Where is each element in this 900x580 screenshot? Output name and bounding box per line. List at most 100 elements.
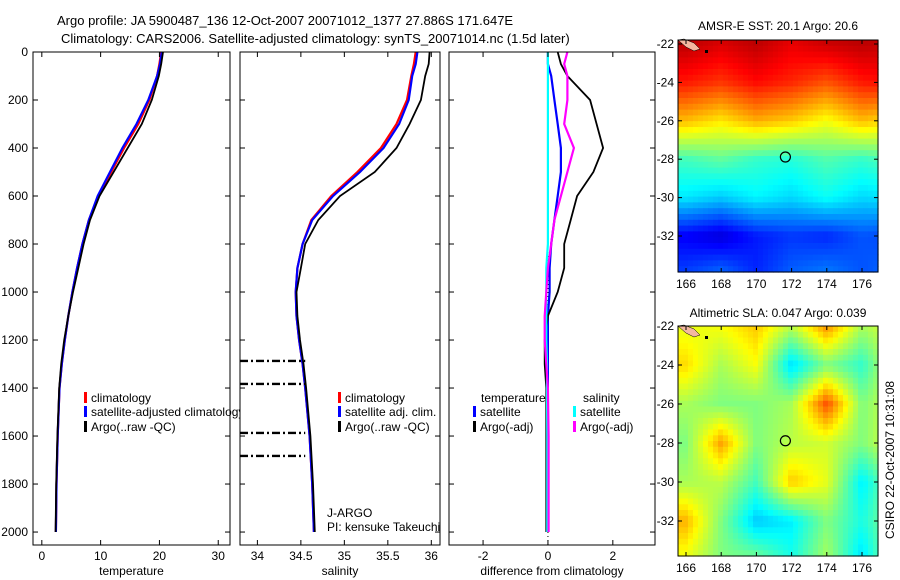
map-cell xyxy=(728,510,734,517)
map-cell xyxy=(758,515,764,523)
map-cell xyxy=(853,57,859,64)
map-cell xyxy=(683,464,689,471)
map-cell xyxy=(743,469,749,477)
map-cell xyxy=(768,521,774,528)
map-cell xyxy=(868,544,874,551)
map-cell xyxy=(703,337,709,344)
map-cell xyxy=(858,435,864,442)
map-cell xyxy=(848,395,854,402)
map-cell xyxy=(693,492,699,500)
map-cell xyxy=(828,515,834,523)
map-cell xyxy=(683,74,689,82)
map-cell xyxy=(818,366,824,373)
map-cell xyxy=(733,372,739,379)
map-cell xyxy=(828,331,834,339)
map-cell xyxy=(873,69,879,76)
map-cell xyxy=(863,458,869,465)
map-cell xyxy=(728,326,734,333)
map-cell xyxy=(738,161,744,169)
map-cell xyxy=(863,167,869,174)
map-cell xyxy=(708,504,714,511)
map-cell xyxy=(773,92,779,99)
map-cell xyxy=(723,406,729,413)
map-cell xyxy=(838,406,844,413)
map-cell xyxy=(853,366,859,373)
map-cell xyxy=(858,521,864,528)
map-cell xyxy=(828,45,834,53)
map-cell xyxy=(723,533,729,540)
map-cell xyxy=(873,349,879,356)
map-cell xyxy=(748,69,754,76)
map-cell xyxy=(863,196,869,203)
map-cell xyxy=(873,115,879,122)
map-cell xyxy=(773,40,779,47)
map-cell xyxy=(813,469,819,477)
map-cell xyxy=(713,115,719,122)
map-cell xyxy=(778,429,784,436)
map-cell xyxy=(738,127,744,134)
map-cell xyxy=(868,69,874,76)
map-cell xyxy=(678,173,684,180)
map-cell xyxy=(828,86,834,93)
map-cell xyxy=(708,469,714,477)
map-cell xyxy=(718,156,724,163)
map-cell xyxy=(873,538,879,546)
map-cell xyxy=(873,458,879,465)
map-cell xyxy=(758,458,764,465)
map-cell xyxy=(853,504,859,511)
map-cell xyxy=(783,121,789,128)
axes-box xyxy=(239,51,441,546)
map-cell xyxy=(853,190,859,198)
map-cell xyxy=(768,481,774,488)
map-cell xyxy=(788,127,794,134)
map-cell xyxy=(748,515,754,523)
map-cell xyxy=(728,395,734,402)
map-cell xyxy=(678,469,684,477)
map-cell xyxy=(743,254,749,261)
map-cell xyxy=(698,544,704,551)
map-cell xyxy=(798,57,804,64)
map-cell xyxy=(788,115,794,122)
map-cell xyxy=(733,412,739,419)
map-cell xyxy=(748,469,754,477)
map-cell xyxy=(758,103,764,111)
map-cell xyxy=(843,109,849,116)
map-cell xyxy=(693,243,699,250)
map-cell xyxy=(768,372,774,379)
map-cell xyxy=(803,69,809,76)
map-cell xyxy=(838,383,844,390)
map-cell xyxy=(698,458,704,465)
map-cell xyxy=(778,343,784,350)
map-cell xyxy=(723,121,729,128)
map-cell xyxy=(763,429,769,436)
map-cell xyxy=(723,266,729,273)
map-cell xyxy=(778,248,784,256)
map-cell xyxy=(693,544,699,551)
map-cell xyxy=(868,121,874,128)
map-cell xyxy=(748,179,754,186)
map-cell xyxy=(718,121,724,128)
map-cell xyxy=(833,237,839,244)
map-cell xyxy=(858,544,864,551)
map-cell xyxy=(718,366,724,373)
map-cell xyxy=(823,400,829,408)
map-cell xyxy=(838,360,844,367)
map-cell xyxy=(798,372,804,379)
map-cell xyxy=(853,74,859,82)
map-cell xyxy=(793,161,799,169)
map-cell xyxy=(738,254,744,261)
map-cell xyxy=(743,527,749,534)
map-cell xyxy=(803,481,809,488)
map-cell xyxy=(678,544,684,551)
map-cell xyxy=(788,360,794,367)
map-cell xyxy=(728,86,734,93)
map-cell xyxy=(823,372,829,379)
map-cell xyxy=(738,510,744,517)
map-cell xyxy=(863,349,869,356)
x-tick-label: 170 xyxy=(746,561,766,575)
map-cell xyxy=(693,429,699,436)
x-tick-label: 174 xyxy=(817,277,837,291)
island-dot xyxy=(705,50,708,53)
map-cell xyxy=(708,237,714,244)
map-cell xyxy=(678,144,684,151)
